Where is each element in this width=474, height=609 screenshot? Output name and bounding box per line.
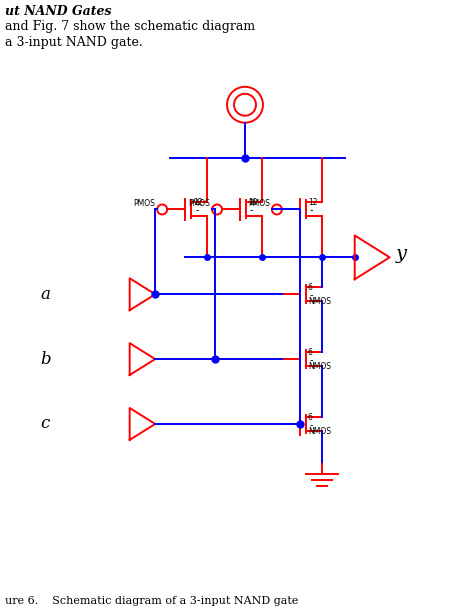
Text: a 3-input NAND gate.: a 3-input NAND gate. — [5, 36, 142, 49]
Text: y: y — [396, 245, 407, 263]
Text: PMOS: PMOS — [133, 200, 155, 208]
Text: a: a — [40, 286, 50, 303]
Text: 6: 6 — [308, 348, 313, 357]
Text: ut NAND Gates: ut NAND Gates — [5, 5, 111, 18]
Text: -: - — [250, 205, 254, 216]
Text: 6: 6 — [308, 413, 313, 422]
Text: 12: 12 — [193, 199, 202, 208]
Text: ure 6.    Schematic diagram of a 3-input NAND gate: ure 6. Schematic diagram of a 3-input NA… — [5, 596, 298, 607]
Text: 12: 12 — [248, 199, 257, 208]
Text: -: - — [310, 290, 313, 300]
Text: and Fig. 7 show the schematic diagram: and Fig. 7 show the schematic diagram — [5, 20, 255, 33]
Text: NMOS: NMOS — [308, 297, 331, 306]
Text: NMOS: NMOS — [308, 427, 331, 436]
Text: -: - — [310, 420, 313, 430]
Text: PMOS: PMOS — [248, 200, 270, 208]
Text: b: b — [40, 351, 51, 368]
Text: NMOS: NMOS — [308, 362, 331, 371]
Text: -: - — [195, 205, 199, 216]
Text: -: - — [310, 205, 313, 216]
Text: 6: 6 — [308, 283, 313, 292]
Text: 12: 12 — [308, 199, 317, 208]
Text: -: - — [310, 355, 313, 365]
Text: c: c — [40, 415, 50, 432]
Text: PMOS: PMOS — [188, 200, 210, 208]
